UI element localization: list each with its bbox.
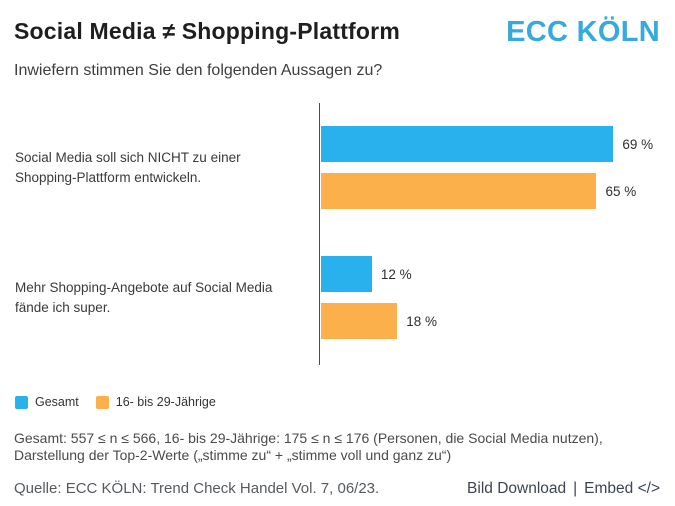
bild-download-link[interactable]: Bild Download <box>467 480 567 497</box>
legend-label-16-29: 16- bis 29-Jährige <box>115 395 216 409</box>
bar-value-label: 69 % <box>622 136 654 152</box>
legend-item-gesamt: Gesamt <box>15 395 79 409</box>
legend: Gesamt 16- bis 29-Jährige <box>14 395 660 409</box>
category-label-statement-1: Social Media soll sich NICHT zu einer Sh… <box>15 149 241 185</box>
y-axis-line <box>319 103 320 365</box>
chart-group-statement-2: Mehr Shopping-Angebote auf Social Media … <box>14 256 660 339</box>
bar-value-label: 12 % <box>380 266 412 282</box>
bar-value-label: 65 % <box>605 183 637 199</box>
legend-swatch-16-29 <box>95 395 109 409</box>
actions-separator: | <box>573 480 578 497</box>
legend-item-16-29: 16- bis 29-Jährige <box>95 395 216 409</box>
embed-link[interactable]: Embed </> <box>584 480 660 497</box>
bar-gesamt-statement-1 <box>321 126 614 162</box>
footer: Quelle: ECC KÖLN: Trend Check Handel Vol… <box>14 480 660 498</box>
bar-row-junge-statement-1: 65 % <box>321 173 660 209</box>
bar-value-label: 18 % <box>406 313 438 329</box>
footnote-line-2: Darstellung der Top-2-Werte („stimme zu“… <box>14 447 452 463</box>
ecc-koeln-logo: ECC KÖLN <box>506 16 660 48</box>
bar-gesamt-statement-2 <box>321 256 372 292</box>
chart-subtitle-question: Inwiefern stimmen Sie den folgenden Auss… <box>14 62 383 79</box>
category-label-statement-2: Mehr Shopping-Angebote auf Social Media … <box>15 279 273 315</box>
sample-footnote: Gesamt: 557 ≤ n ≤ 566, 16- bis 29-Jährig… <box>14 430 660 464</box>
footer-actions: Bild Download | Embed </> <box>467 480 660 498</box>
legend-swatch-gesamt <box>15 395 28 409</box>
header: Social Media ≠ Shopping-Plattform ECC KÖ… <box>14 16 660 48</box>
bar-16-29-statement-2 <box>321 303 398 339</box>
bar-chart: Social Media soll sich NICHT zu einer Sh… <box>14 103 660 365</box>
page-title: Social Media ≠ Shopping-Plattform <box>14 18 400 44</box>
bar-row-junge-statement-2: 18 % <box>321 303 660 339</box>
bar-row-gesamt-statement-1: 69 % <box>321 126 660 162</box>
legend-label-gesamt: Gesamt <box>35 395 79 409</box>
bars-statement-2: 12 % 18 % <box>319 256 660 339</box>
source-text: Quelle: ECC KÖLN: Trend Check Handel Vol… <box>14 480 380 497</box>
footnote-line-1: Gesamt: 557 ≤ n ≤ 566, 16- bis 29-Jährig… <box>14 430 603 446</box>
bar-16-29-statement-1 <box>321 173 597 209</box>
bar-row-gesamt-statement-2: 12 % <box>321 256 660 292</box>
chart-group-statement-1: Social Media soll sich NICHT zu einer Sh… <box>14 126 660 209</box>
bars-statement-1: 69 % 65 % <box>319 126 660 209</box>
